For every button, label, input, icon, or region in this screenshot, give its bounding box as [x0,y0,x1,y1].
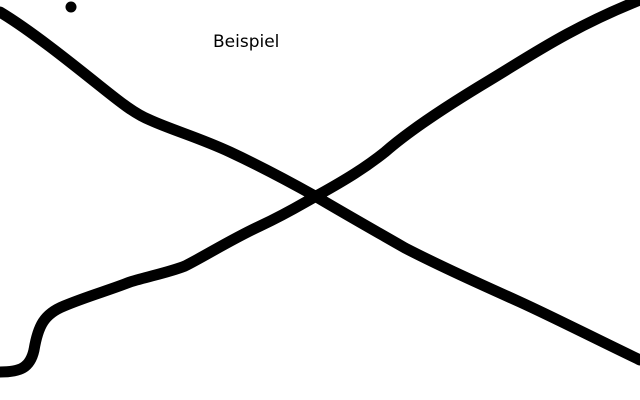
stroke-descending [0,6,640,366]
ink-dot [65,1,77,13]
stroke-ascending [0,0,640,378]
caption-text: Beispiel [213,32,280,52]
